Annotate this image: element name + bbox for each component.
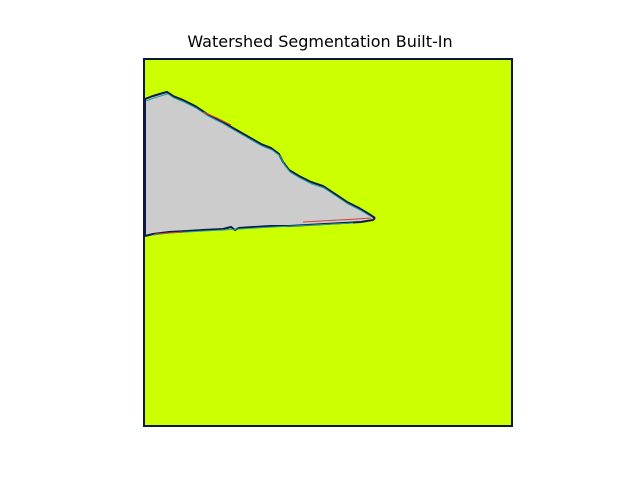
segmentation-image	[143, 58, 513, 427]
segment-boundary-lower-red2	[154, 231, 184, 235]
segment-boundary-upper-teal	[145, 93, 371, 217]
segment-boundary-lower-red	[302, 217, 372, 223]
segment-boundary-lower	[144, 217, 376, 237]
segment-region	[145, 92, 375, 236]
figure-title: Watershed Segmentation Built-In	[187, 32, 453, 51]
image-frame	[143, 58, 513, 427]
segment-boundary-upper-red	[202, 111, 232, 126]
segment-boundary-upper	[144, 90, 376, 219]
segment-boundary-lower-teal	[152, 222, 354, 236]
